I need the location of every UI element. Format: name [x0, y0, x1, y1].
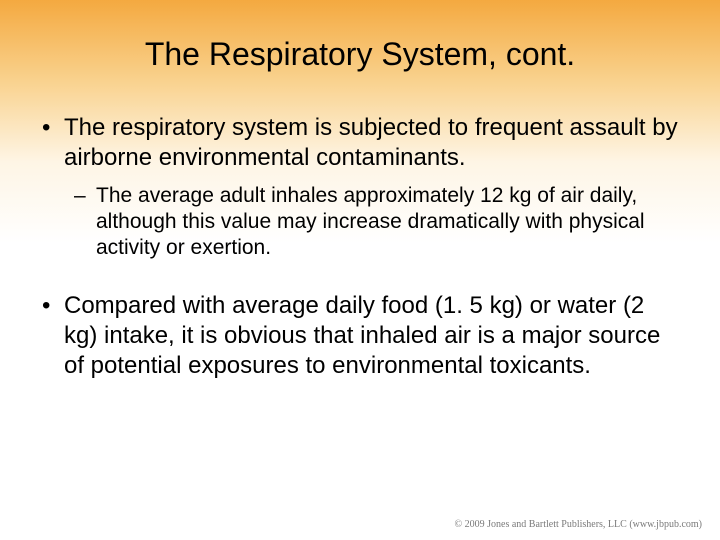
bullet-item: • Compared with average daily food (1. 5…: [42, 291, 678, 381]
bullet-marker: •: [42, 113, 64, 173]
footer-copyright: © 2009 Jones and Bartlett Publishers, LL…: [455, 519, 702, 530]
bullet-sub-item: – The average adult inhales approximatel…: [74, 183, 678, 261]
bullet-text: The respiratory system is subjected to f…: [64, 113, 678, 173]
bullet-item: • The respiratory system is subjected to…: [42, 113, 678, 173]
slide-title: The Respiratory System, cont.: [0, 0, 720, 73]
slide-content: • The respiratory system is subjected to…: [0, 73, 720, 381]
bullet-sub-text: The average adult inhales approximately …: [96, 183, 678, 261]
bullet-text: Compared with average daily food (1. 5 k…: [64, 291, 678, 381]
bullet-marker: •: [42, 291, 64, 381]
bullet-sub-marker: –: [74, 183, 96, 261]
